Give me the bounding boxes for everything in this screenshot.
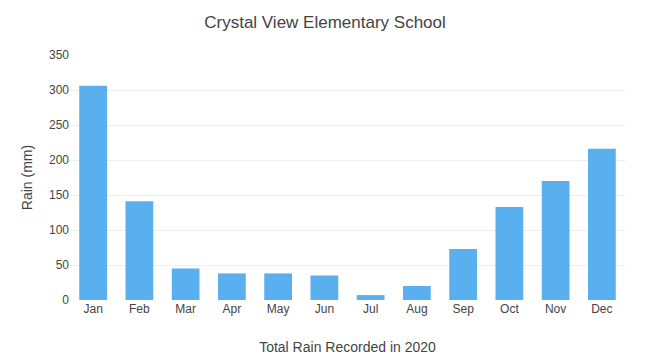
svg-text:Jan: Jan xyxy=(83,302,102,316)
svg-text:Jun: Jun xyxy=(315,302,334,316)
svg-text:Mar: Mar xyxy=(175,302,196,316)
svg-text:Aug: Aug xyxy=(406,302,427,316)
svg-text:0: 0 xyxy=(62,293,69,307)
svg-text:Oct: Oct xyxy=(500,302,519,316)
svg-text:Nov: Nov xyxy=(545,302,566,316)
svg-text:May: May xyxy=(267,302,290,316)
svg-text:Rain (mm): Rain (mm) xyxy=(19,145,35,210)
svg-text:150: 150 xyxy=(49,188,69,202)
svg-text:200: 200 xyxy=(49,153,69,167)
svg-text:Apr: Apr xyxy=(223,302,242,316)
svg-text:Jul: Jul xyxy=(363,302,378,316)
svg-text:Crystal View Elementary School: Crystal View Elementary School xyxy=(204,13,446,32)
svg-text:Total Rain Recorded in 2020: Total Rain Recorded in 2020 xyxy=(259,339,436,355)
svg-text:100: 100 xyxy=(49,223,69,237)
svg-text:Feb: Feb xyxy=(129,302,150,316)
svg-text:Sep: Sep xyxy=(452,302,474,316)
svg-text:350: 350 xyxy=(49,48,69,62)
svg-text:Dec: Dec xyxy=(591,302,612,316)
svg-text:300: 300 xyxy=(49,83,69,97)
svg-text:50: 50 xyxy=(56,258,70,272)
svg-text:250: 250 xyxy=(49,118,69,132)
